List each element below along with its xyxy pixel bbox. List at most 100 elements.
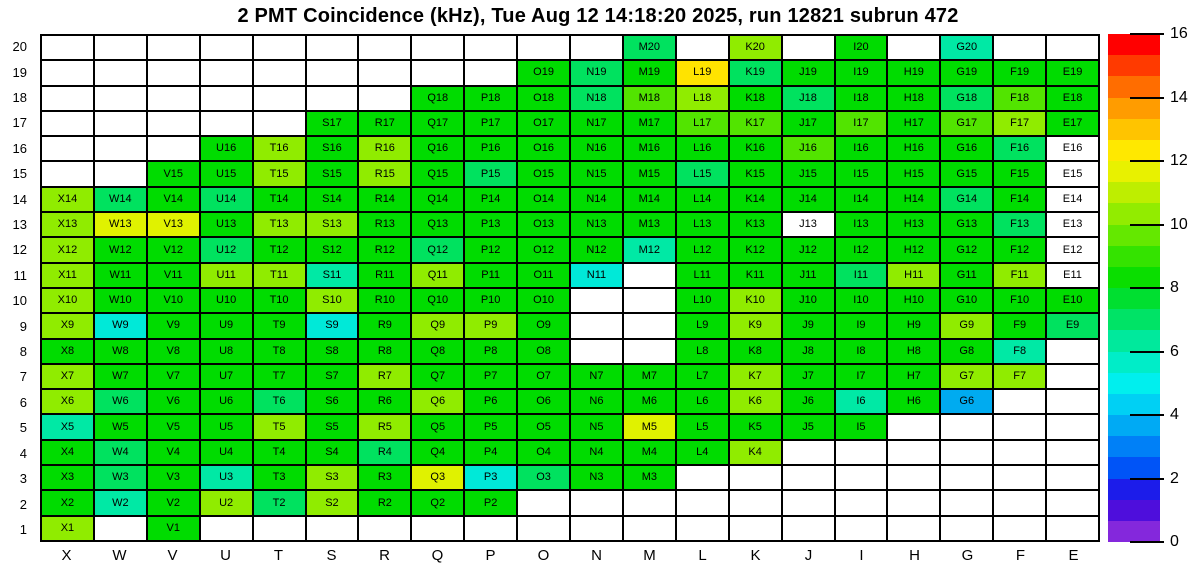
heatmap-cell: O11 [518,263,569,287]
colorbar-band [1108,245,1160,267]
heatmap-cell: J16 [782,137,834,161]
heatmap-cell: W2 [94,491,146,515]
heatmap-cell: L15 [676,162,728,186]
heatmap-cell: P7 [465,364,517,389]
heatmap-cell: R15 [359,162,411,186]
y-axis-tick-label: 5 [19,420,27,436]
heatmap-cell: M20 [623,36,675,60]
heatmap-cell: T5 [253,415,305,439]
heatmap-cell-empty [571,516,622,540]
y-axis-tick-label: 10 [12,293,27,309]
heatmap-cell: V2 [147,491,199,515]
heatmap-cell: W10 [94,288,146,313]
colorbar-tick-mark [1130,33,1164,35]
heatmap-cell: J18 [782,86,834,110]
x-axis-tick-label: S [326,547,337,564]
heatmap-cell: L4 [676,440,728,465]
heatmap-cell: S13 [306,213,358,237]
heatmap-cell: E9 [1047,314,1098,338]
heatmap-cell: G9 [941,314,993,338]
heatmap-cell-empty [359,86,411,110]
heatmap-cell: W8 [94,339,146,363]
heatmap-cell-empty [147,36,199,60]
heatmap-cell: M19 [623,61,675,85]
heatmap-cell: N16 [571,137,622,161]
heatmap-cell-empty [1047,415,1098,439]
heatmap-cell-empty [888,491,940,515]
heatmap-cell: L16 [676,137,728,161]
heatmap-cell-empty [1047,339,1098,363]
heatmap-cell: L14 [676,187,728,212]
heatmap-cell: I7 [835,364,887,389]
x-axis-tick-label: E [1068,547,1079,564]
heatmap-cell: F14 [994,187,1046,212]
heatmap-cell: G6 [941,390,993,414]
heatmap-cell: O15 [518,162,569,186]
heatmap-cell: K15 [729,162,781,186]
heatmap-cell: Q2 [412,491,464,515]
heatmap-cell: U14 [200,187,252,212]
heatmap-cell: N6 [571,390,622,414]
heatmap-cell-empty [94,162,146,186]
heatmap-cell-empty [835,516,887,540]
heatmap-cell: O5 [518,415,569,439]
heatmap-cell: R3 [359,466,411,490]
heatmap-cell: E14 [1047,187,1098,212]
heatmap-cell: L18 [676,86,728,110]
heatmap-cell: E13 [1047,213,1098,237]
heatmap-cell: W14 [94,187,146,212]
colorbar-tick-mark [1130,96,1164,99]
heatmap-cell: T15 [253,162,305,186]
colorbar-tick-mark [1130,287,1164,289]
heatmap-cell: V3 [147,466,199,490]
heatmap-cell: X10 [42,288,93,313]
heatmap-cell: Q7 [412,364,464,389]
heatmap-cell: Q11 [412,263,464,287]
heatmap-cell: N5 [571,415,622,439]
heatmap-cell: L11 [676,263,728,287]
heatmap-cell: F19 [994,61,1046,85]
heatmap-cell: I10 [835,288,887,313]
colorbar-band [1108,182,1160,204]
heatmap-cell: M17 [623,111,675,136]
heatmap-cell: G7 [941,364,993,389]
heatmap-cell-empty [676,491,728,515]
heatmap-cell-empty [676,516,728,540]
heatmap-cell: T6 [253,390,305,414]
heatmap-cell-empty [623,263,675,287]
heatmap-cell: U10 [200,288,252,313]
heatmap-cell: H11 [888,263,940,287]
colorbar-tick-label: 0 [1170,533,1179,550]
heatmap-cell: H9 [888,314,940,338]
heatmap-cell: P6 [465,390,517,414]
heatmap-cell: O18 [518,86,569,110]
heatmap-cell-empty [994,516,1046,540]
heatmap-cell-empty [729,466,781,490]
x-axis-tick-label: H [909,547,920,564]
heatmap-cell-empty [94,137,146,161]
heatmap-cell: O3 [518,466,569,490]
heatmap-cell: R7 [359,364,411,389]
heatmap-cell-empty [782,491,834,515]
heatmap-cell: S14 [306,187,358,212]
heatmap-cell: M13 [623,213,675,237]
heatmap-cell: S4 [306,440,358,465]
colorbar-band [1108,161,1160,183]
heatmap-cell: S10 [306,288,358,313]
heatmap-cell: F18 [994,86,1046,110]
heatmap-cell: L10 [676,288,728,313]
heatmap-cell: J11 [782,263,834,287]
heatmap-cell: V12 [147,238,199,262]
heatmap-cell: F8 [994,339,1046,363]
heatmap-cell: V7 [147,364,199,389]
heatmap-cell: R16 [359,137,411,161]
heatmap-cell: X5 [42,415,93,439]
heatmap-cell: F10 [994,288,1046,313]
heatmap-cell-empty [994,36,1046,60]
heatmap-cell: S12 [306,238,358,262]
y-axis-tick-label: 7 [19,369,27,385]
heatmap-cell: H17 [888,111,940,136]
heatmap-cell: T12 [253,238,305,262]
heatmap-cell: P8 [465,339,517,363]
heatmap-cell: P14 [465,187,517,212]
